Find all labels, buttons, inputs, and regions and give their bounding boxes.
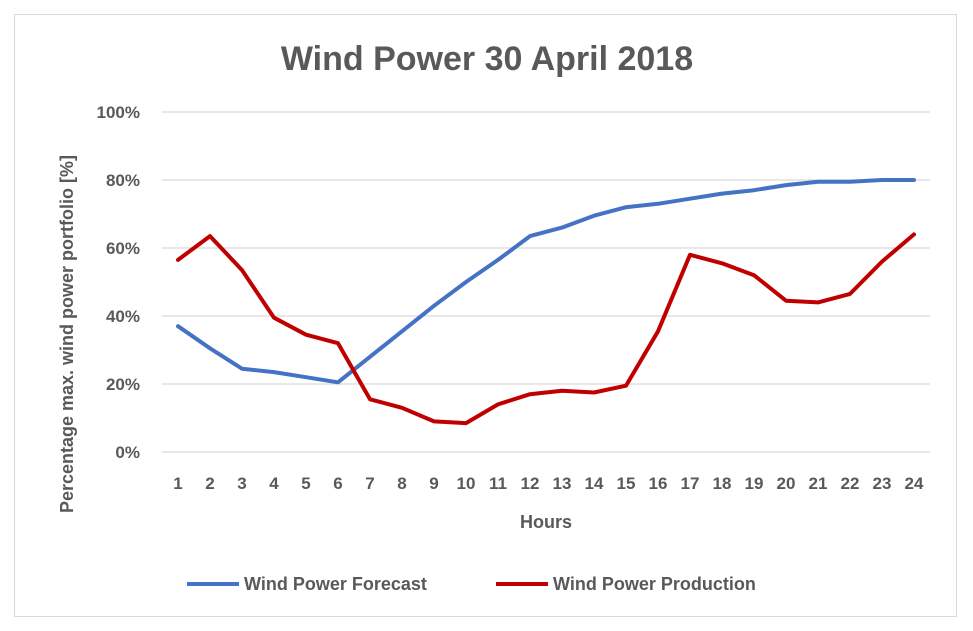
x-tick-label: 11 xyxy=(489,474,507,493)
legend-label: Wind Power Forecast xyxy=(244,574,427,594)
series-line-forecast xyxy=(176,178,916,385)
x-tick-label: 21 xyxy=(809,474,828,493)
x-tick-label: 5 xyxy=(301,474,310,493)
x-tick-label: 22 xyxy=(841,474,860,493)
x-tick-label: 3 xyxy=(237,474,246,493)
y-tick-label: 80% xyxy=(106,171,140,190)
x-tick-label: 17 xyxy=(681,474,700,493)
legend: Wind Power Forecast Wind Power Production xyxy=(187,574,756,594)
y-tick-label: 60% xyxy=(106,239,140,258)
chart-title: Wind Power 30 April 2018 xyxy=(281,40,693,78)
legend-label: Wind Power Production xyxy=(553,574,756,594)
y-tick-label: 40% xyxy=(106,307,140,326)
x-tick-label: 1 xyxy=(173,474,182,493)
x-tick-label: 4 xyxy=(269,474,279,493)
x-tick-label: 24 xyxy=(905,474,924,493)
x-tick-label: 20 xyxy=(777,474,796,493)
x-tick-label: 7 xyxy=(365,474,374,493)
x-tick-label: 2 xyxy=(205,474,214,493)
series-line-production xyxy=(176,232,916,426)
x-tick-label: 10 xyxy=(457,474,476,493)
y-tick-label: 100% xyxy=(97,103,140,122)
x-tick-label: 12 xyxy=(521,474,540,493)
x-tick-label: 14 xyxy=(585,474,604,493)
x-tick-label: 16 xyxy=(649,474,668,493)
gridlines xyxy=(162,111,930,453)
y-axis-label: Percentage max. wind power portfolio [%] xyxy=(57,155,77,513)
y-tick-label: 20% xyxy=(106,375,140,394)
x-axis-label: Hours xyxy=(520,512,572,532)
x-tick-label: 15 xyxy=(617,474,636,493)
x-axis-ticks: 1 2 3 4 5 6 7 8 9 10 11 12 13 14 15 16 17 18 19 20 21 22 23 24 xyxy=(173,474,924,493)
x-tick-label: 18 xyxy=(713,474,732,493)
y-tick-label: 0% xyxy=(115,443,140,462)
x-tick-label: 13 xyxy=(553,474,572,493)
x-tick-label: 8 xyxy=(397,474,406,493)
y-axis-ticks: 0% 20% 40% 60% 80% 100% xyxy=(97,103,140,462)
x-tick-label: 23 xyxy=(873,474,892,493)
x-tick-label: 6 xyxy=(333,474,342,493)
series-lines xyxy=(176,178,916,426)
x-tick-label: 19 xyxy=(745,474,764,493)
x-tick-label: 9 xyxy=(429,474,438,493)
